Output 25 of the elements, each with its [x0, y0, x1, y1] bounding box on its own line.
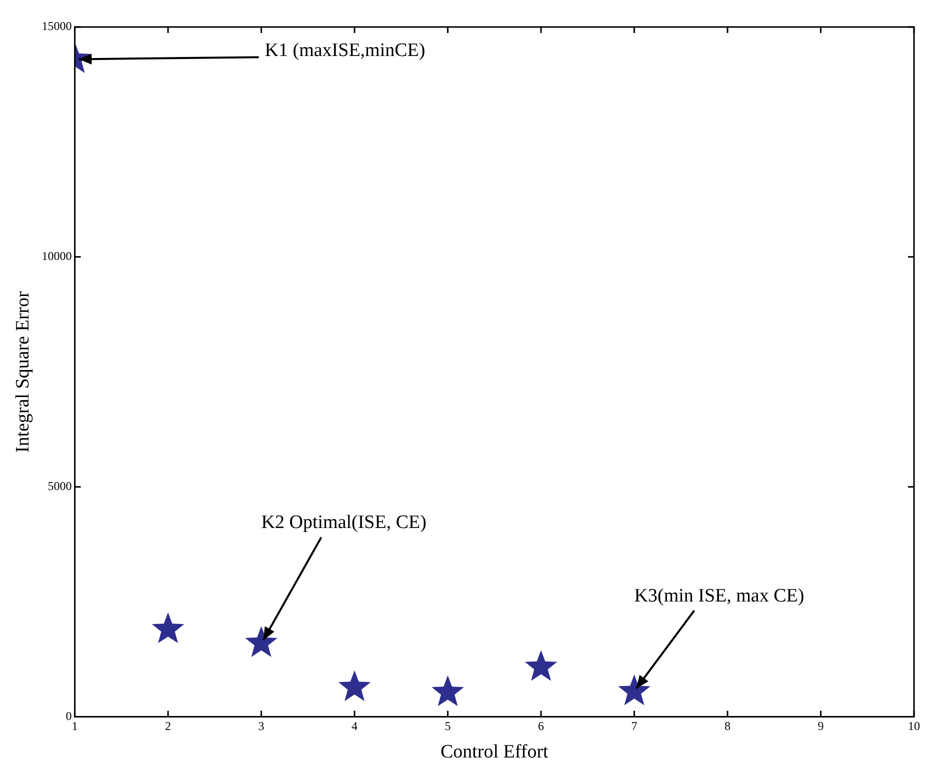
y-tick-label: 0 — [66, 708, 72, 723]
point — [432, 675, 464, 706]
point — [245, 626, 278, 657]
x-tick-label: 7 — [631, 719, 638, 734]
x-tick-label: 10 — [908, 719, 920, 734]
x-tick-label: 2 — [165, 719, 172, 734]
x-tick-label: 9 — [818, 719, 824, 734]
y-axis-title: Integral Square Error — [12, 290, 34, 453]
point — [152, 612, 184, 644]
y-tick-label: 10000 — [42, 249, 72, 264]
y-tick-label: 5000 — [48, 479, 72, 494]
x-tick-label: 3 — [258, 719, 264, 734]
x-tick-label: 5 — [444, 719, 451, 734]
y-tick-label: 15000 — [42, 19, 72, 34]
point — [524, 650, 558, 681]
point — [338, 670, 371, 702]
x-tick-label: 6 — [538, 719, 544, 734]
annotation: K3(min ISE, max CE) — [634, 585, 804, 606]
annotation: K1 (maxISE,minCE) — [264, 40, 426, 62]
x-axis-title: Control Effort — [440, 742, 550, 763]
x-tick-label: 8 — [724, 719, 731, 734]
annotation: K2 Optimal(ISE, CE) — [261, 512, 426, 534]
x-tick-label: 4 — [352, 719, 358, 734]
x-tick-label: 1 — [72, 719, 78, 734]
point — [618, 674, 650, 706]
